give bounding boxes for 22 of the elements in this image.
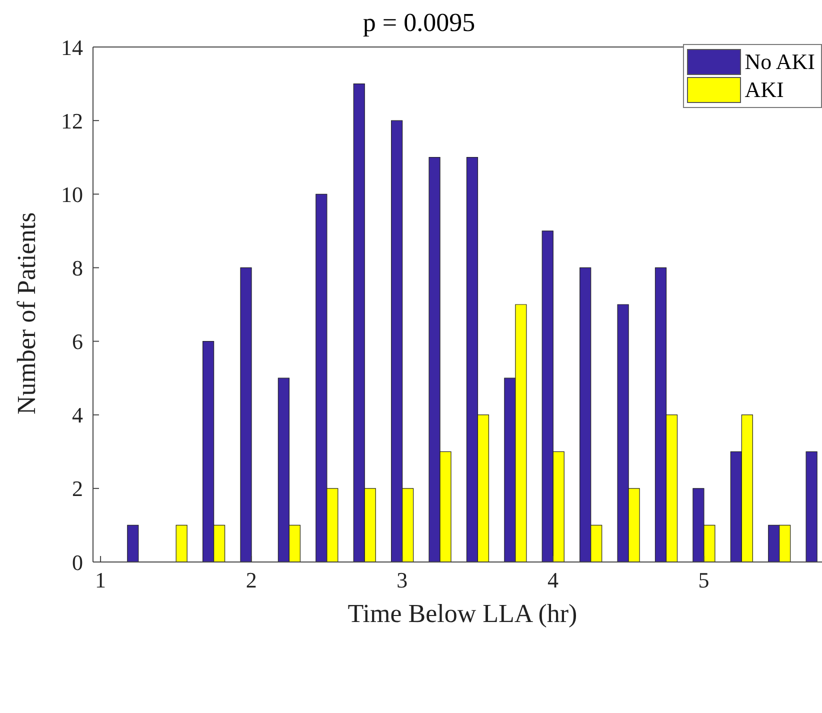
- bar: [176, 524, 188, 562]
- legend-label: No AKI: [744, 49, 815, 75]
- y-tick-label: 4: [72, 402, 83, 428]
- y-tick-label: 0: [72, 550, 83, 575]
- y-axis-title: Number of Patients: [12, 212, 42, 414]
- x-tick-label: 1: [95, 568, 106, 593]
- y-tick-label: 12: [61, 108, 83, 134]
- x-tick-label: 3: [396, 568, 408, 593]
- y-tick-label: 8: [72, 256, 83, 281]
- bar: [240, 267, 252, 562]
- x-tick-label: 5: [698, 568, 710, 593]
- y-tick-label: 14: [61, 34, 83, 60]
- bar: [127, 524, 139, 562]
- y-tick-label: 6: [72, 329, 83, 354]
- chart-title: p = 0.0095: [362, 8, 476, 37]
- x-tick-label: 2: [246, 568, 257, 593]
- x-tick-label: 4: [547, 568, 558, 593]
- legend-label: AKI: [744, 77, 784, 103]
- y-tick-label: 2: [72, 476, 83, 502]
- y-tick-label: 10: [61, 182, 83, 207]
- x-axis-title: Time Below LLA (hr): [348, 599, 578, 628]
- bar: [806, 451, 818, 562]
